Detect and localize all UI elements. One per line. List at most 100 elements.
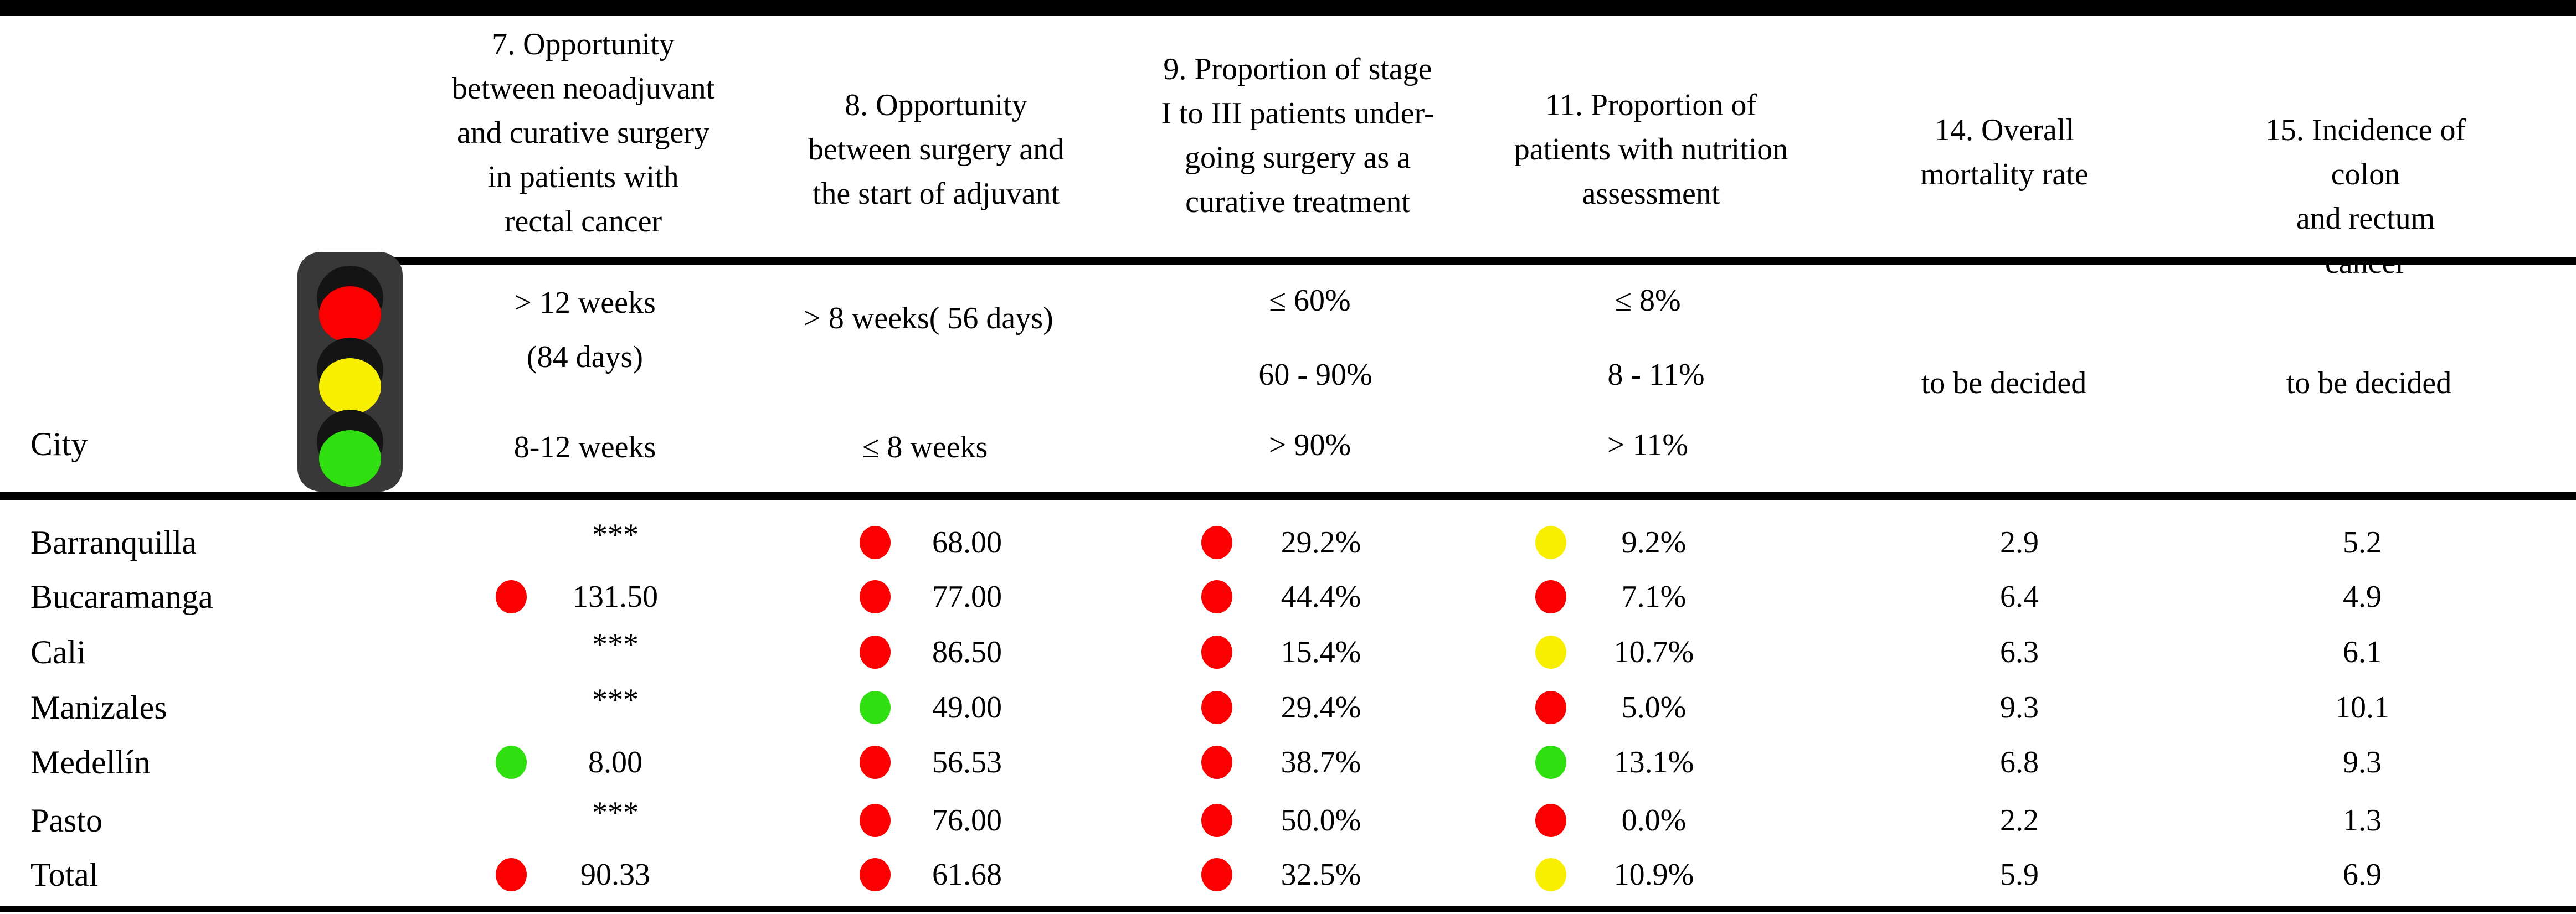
threshold-11-green: > 11% <box>1607 428 1689 462</box>
threshold-7-green: 8-12 weeks <box>513 430 656 464</box>
city-column-label: City <box>30 426 88 462</box>
table-row: Cali *** 86.50 15.4% 10.7% 6.3 6.1 <box>0 624 2576 680</box>
table-row: Pasto *** 76.00 50.0% 0.0% 2.2 1.3 <box>0 793 2576 848</box>
threshold-9-green: > 90% <box>1268 428 1351 462</box>
table-row: Manizales *** 49.00 29.4% 5.0% 9.3 10.1 <box>0 680 2576 735</box>
status-dot-col9 <box>1201 526 1232 559</box>
status-dot-col8 <box>860 858 891 891</box>
status-dot-col11 <box>1535 636 1566 669</box>
status-dot-col9 <box>1201 858 1232 891</box>
threshold-11-yellow: 8 - 11% <box>1607 358 1705 392</box>
body-separator-line <box>0 492 2576 500</box>
threshold-7-red-line2: (84 days) <box>527 340 643 374</box>
value-col14: 6.8 <box>2000 745 2039 779</box>
value-col8: 77.00 <box>932 580 1002 614</box>
value-col9: 44.4% <box>1281 580 1361 614</box>
table-top-border <box>0 0 2576 16</box>
value-col9: 38.7% <box>1281 745 1361 779</box>
value-col8: 76.00 <box>932 803 1002 838</box>
city-name: Medellín <box>30 744 151 781</box>
status-dot-col8 <box>860 636 891 669</box>
status-dot-col8 <box>860 526 891 559</box>
column-header-11: 11. Proportion of patients with nutritio… <box>1514 88 1788 211</box>
table-bottom-border <box>0 906 2576 912</box>
status-dot-col9 <box>1201 746 1232 779</box>
status-dot-col8 <box>860 746 891 779</box>
value-col14: 6.3 <box>2000 635 2039 669</box>
status-dot-col7 <box>496 580 527 613</box>
column-header-7: 7. Opportunity between neoadjuvant and c… <box>451 27 715 239</box>
city-name: Manizales <box>30 689 167 726</box>
value-col7: *** <box>592 796 639 830</box>
traffic-light-icon <box>297 252 403 492</box>
value-col8: 49.00 <box>932 690 1002 725</box>
green-light-icon <box>319 430 381 487</box>
value-col11: 9.2% <box>1621 525 1687 560</box>
status-dot-col11 <box>1535 858 1566 891</box>
table-row: Barranquilla *** 68.00 29.2% 9.2% 2.9 5.… <box>0 515 2576 570</box>
value-col11: 5.0% <box>1621 690 1687 725</box>
status-dot-col9 <box>1201 636 1232 669</box>
threshold-14-note: to be decided <box>1921 366 2087 400</box>
status-dot-col9 <box>1201 804 1232 837</box>
value-col14: 2.9 <box>2000 525 2039 560</box>
value-col14: 5.9 <box>2000 858 2039 892</box>
status-dot-col11 <box>1535 580 1566 613</box>
value-col15: 4.9 <box>2343 580 2382 614</box>
value-col9: 32.5% <box>1281 858 1361 892</box>
value-col7: 8.00 <box>588 745 642 779</box>
value-col11: 10.7% <box>1613 635 1694 669</box>
table-row: Medellín 8.00 56.53 38.7% 13.1% 6.8 9.3 <box>0 735 2576 790</box>
threshold-8-green: ≤ 8 weeks <box>862 430 988 464</box>
value-col8: 86.50 <box>932 635 1002 669</box>
status-dot-col11 <box>1535 804 1566 837</box>
value-col11: 13.1% <box>1613 745 1694 779</box>
status-dot-col7 <box>496 858 527 891</box>
column-header-9: 9. Proportion of stage I to III patients… <box>1161 52 1434 219</box>
value-col9: 50.0% <box>1281 803 1361 838</box>
value-col14: 9.3 <box>2000 690 2039 725</box>
threshold-15-note: to be decided <box>2286 366 2452 400</box>
value-col7: *** <box>592 627 639 662</box>
status-dot-col7 <box>496 746 527 779</box>
city-name: Bucaramanga <box>30 579 213 615</box>
value-col14: 2.2 <box>2000 803 2039 838</box>
column-header-8: 8. Opportunity between surgery and the s… <box>808 88 1065 211</box>
status-dot-col11 <box>1535 691 1566 724</box>
status-dot-col8 <box>860 691 891 724</box>
city-name: Total <box>30 856 99 893</box>
column-header-15: 15. Incidence of colon and rectum cancer <box>2265 113 2466 280</box>
column-header-14: 14. Overall mortality rate <box>1920 113 2089 192</box>
value-col15: 6.1 <box>2343 635 2382 669</box>
threshold-8-red: > 8 weeks( 56 days) <box>803 301 1053 335</box>
status-dot-col9 <box>1201 580 1232 613</box>
value-col14: 6.4 <box>2000 580 2039 614</box>
yellow-light-icon <box>319 358 381 415</box>
value-col9: 29.4% <box>1281 690 1361 725</box>
threshold-9-red: ≤ 60% <box>1269 283 1351 318</box>
status-dot-col8 <box>860 804 891 837</box>
value-col7: *** <box>592 683 639 717</box>
threshold-11-red: ≤ 8% <box>1615 283 1681 318</box>
value-col15: 6.9 <box>2343 858 2382 892</box>
value-col15: 1.3 <box>2343 803 2382 838</box>
status-dot-col9 <box>1201 691 1232 724</box>
threshold-7-red-line1: > 12 weeks <box>514 286 656 320</box>
status-dot-col11 <box>1535 746 1566 779</box>
threshold-9-yellow: 60 - 90% <box>1258 358 1372 392</box>
city-name: Barranquilla <box>30 524 197 561</box>
table-row: Bucaramanga 131.50 77.00 44.4% 7.1% 6.4 … <box>0 569 2576 624</box>
city-name: Cali <box>30 634 86 670</box>
status-dot-col11 <box>1535 526 1566 559</box>
value-col11: 0.0% <box>1621 803 1687 838</box>
value-col8: 56.53 <box>932 745 1002 779</box>
value-col15: 9.3 <box>2343 745 2382 779</box>
value-col11: 10.9% <box>1613 858 1694 892</box>
value-col8: 68.00 <box>932 525 1002 560</box>
header-separator-line <box>354 257 2576 265</box>
value-col8: 61.68 <box>932 858 1002 892</box>
value-col15: 5.2 <box>2343 525 2382 560</box>
value-col9: 15.4% <box>1281 635 1361 669</box>
status-dot-col8 <box>860 580 891 613</box>
